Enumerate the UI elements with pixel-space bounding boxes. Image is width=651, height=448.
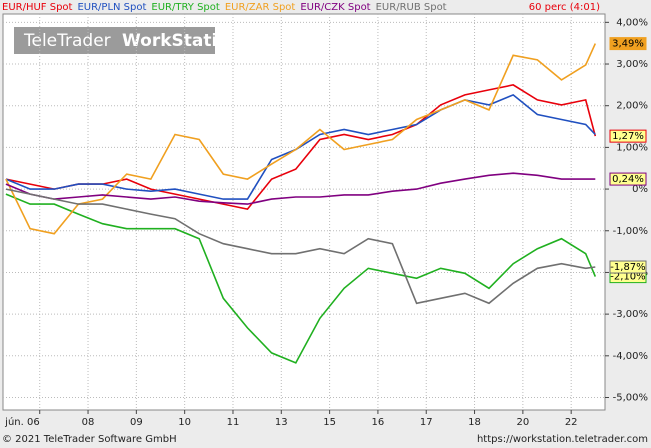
- end-label: -2,10%: [610, 272, 645, 283]
- legend-entry: EUR/HUF Spot: [2, 2, 73, 13]
- end-label: 3,49%: [612, 39, 644, 50]
- x-tick-label: 15: [323, 417, 336, 428]
- y-tick-label: 2,00%: [616, 101, 648, 112]
- x-tick-label: 13: [275, 417, 288, 428]
- series-line: [5, 188, 596, 305]
- series-line: [5, 93, 596, 200]
- end-label-box: [609, 260, 647, 274]
- y-tick-label: 0%: [632, 184, 648, 195]
- x-tick-label: 11: [227, 417, 240, 428]
- legend-entry: EUR/CZK Spot: [300, 2, 370, 13]
- legend-entry: EUR/PLN Spot: [77, 2, 146, 13]
- plot-area: [2, 13, 606, 411]
- end-label-box: [609, 172, 647, 186]
- period: 60 perc (4:01): [529, 2, 600, 13]
- y-tick-label: 1,00%: [616, 142, 648, 153]
- x-tick-label: 08: [82, 417, 95, 428]
- y-tick-label: -1,00%: [613, 226, 648, 237]
- footer-right: https://workstation.teletrader.com: [477, 434, 648, 445]
- x-tick-label: 22: [565, 417, 578, 428]
- x-tick-label: 20: [516, 417, 529, 428]
- footer-left: © 2021 TeleTrader Software GmbH: [2, 434, 177, 445]
- end-label: -1,87%: [610, 262, 645, 273]
- x-tick-label: 17: [420, 417, 433, 428]
- end-label-box: [609, 37, 647, 51]
- series-line: [5, 84, 597, 210]
- legend-entry: EUR/ZAR Spot: [225, 2, 296, 13]
- y-tick-label: -5,00%: [613, 392, 648, 403]
- x-tick-label: 10: [178, 417, 191, 428]
- end-label: 0,24%: [612, 174, 644, 185]
- y-tick-label: -4,00%: [613, 351, 648, 362]
- series-line: [5, 193, 597, 364]
- x-tick-label: 09: [130, 417, 143, 428]
- legend-entry: EUR/TRY Spot: [151, 2, 219, 13]
- watermark-brand: TeleTrader: [23, 31, 111, 51]
- y-tick-label: 3,00%: [616, 59, 648, 70]
- x-tick-label: 18: [468, 417, 481, 428]
- x-tick-label: jún. 06: [4, 416, 40, 428]
- legend-entry: EUR/RUB Spot: [376, 2, 447, 13]
- x-tick-label: 16: [372, 417, 385, 428]
- series-line: [5, 172, 596, 205]
- y-tick-label: 4,00%: [616, 17, 648, 28]
- end-label: 1,27%: [612, 131, 644, 142]
- end-label-box: [609, 129, 647, 143]
- watermark-product: WorkStation: [122, 31, 241, 51]
- watermark-box: [14, 27, 215, 54]
- y-tick-label: -3,00%: [613, 309, 648, 320]
